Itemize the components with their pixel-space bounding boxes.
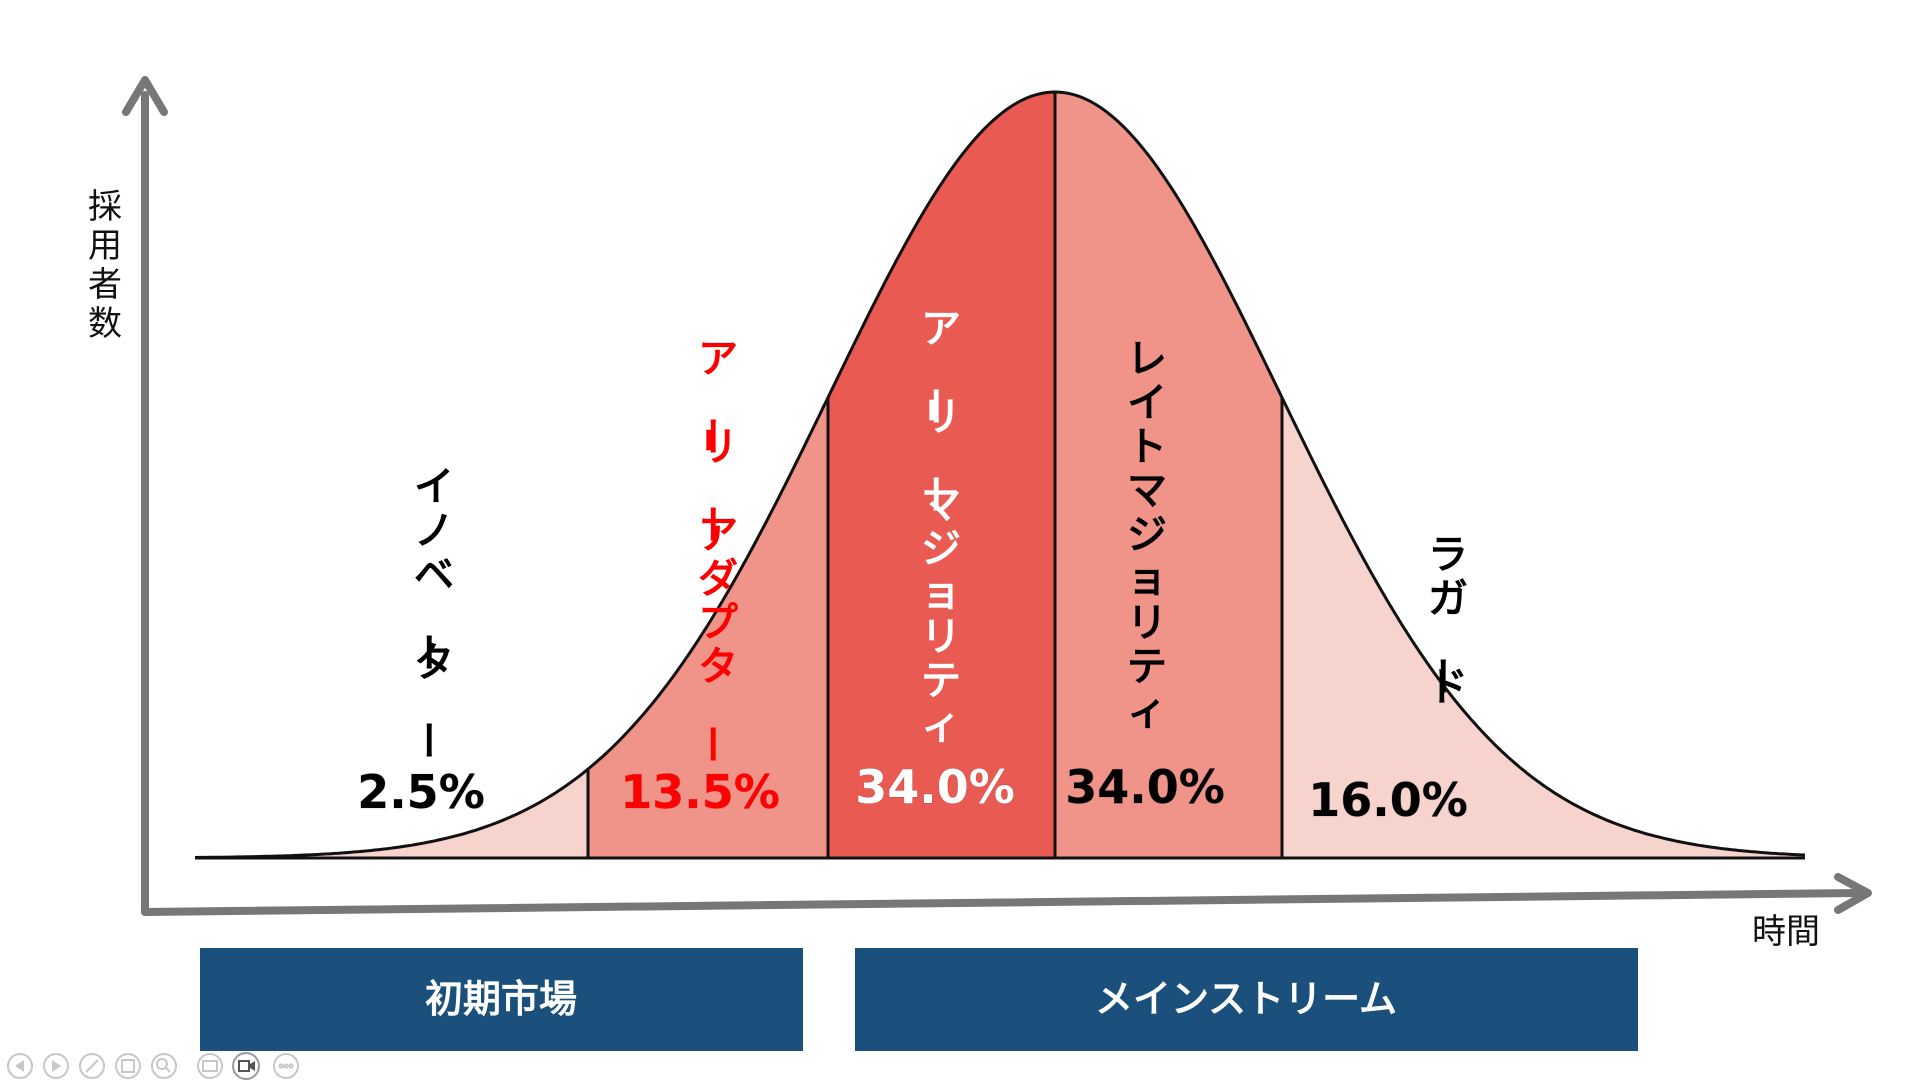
x-axis-label: 時間 (1752, 912, 1820, 952)
segment-label-0: イノベーター (404, 464, 454, 760)
bell-curve-outline (194, 90, 1806, 859)
mainstream-market-label: メインストリーム (1095, 977, 1397, 1021)
more-icon[interactable] (273, 1053, 299, 1079)
zoom-icon[interactable] (151, 1053, 177, 1079)
segment-percentages: 2.5% 13.5% 34.0% 34.0% 16.0% (357, 760, 1469, 828)
next-slide-icon[interactable] (43, 1053, 69, 1079)
subtitles-icon[interactable] (197, 1053, 223, 1079)
segment-fill-4 (1282, 397, 1805, 858)
mainstream-market-box: メインストリーム (855, 948, 1638, 1051)
pen-icon[interactable] (79, 1053, 105, 1079)
segment-fill-3 (1055, 92, 1282, 858)
x-axis (141, 873, 1872, 916)
segment-fill-0 (195, 769, 588, 858)
segment-label-4: ラガード (1418, 532, 1468, 710)
segment-percent-1: 13.5% (620, 765, 780, 819)
early-market-box: 初期市場 (200, 948, 803, 1051)
camera-icon[interactable] (232, 1052, 260, 1080)
y-axis (122, 76, 168, 916)
segment-percent-2: 34.0% (855, 760, 1015, 814)
segment-labels: イノベーター アーリーアダプター アーリーマジョリティ レイトマジョリティ ラガード (404, 306, 1468, 764)
early-market-label: 初期市場 (425, 977, 577, 1021)
segment-fill-1 (588, 397, 828, 858)
segment-percent-0: 2.5% (357, 765, 485, 819)
slides-grid-icon[interactable] (115, 1053, 141, 1079)
presentation-controls (7, 1052, 299, 1080)
segment-label-1: アーリーアダプター (688, 336, 738, 764)
segment-label-2: アーリーマジョリティ (911, 306, 961, 748)
segment-dividers (586, 92, 1284, 858)
segment-label-3: レイトマジョリティ (1127, 336, 1167, 734)
prev-slide-icon[interactable] (7, 1053, 33, 1079)
segment-percent-4: 16.0% (1308, 773, 1468, 827)
y-axis-label: 採用者数 (88, 187, 122, 344)
segment-percent-3: 34.0% (1065, 760, 1225, 814)
